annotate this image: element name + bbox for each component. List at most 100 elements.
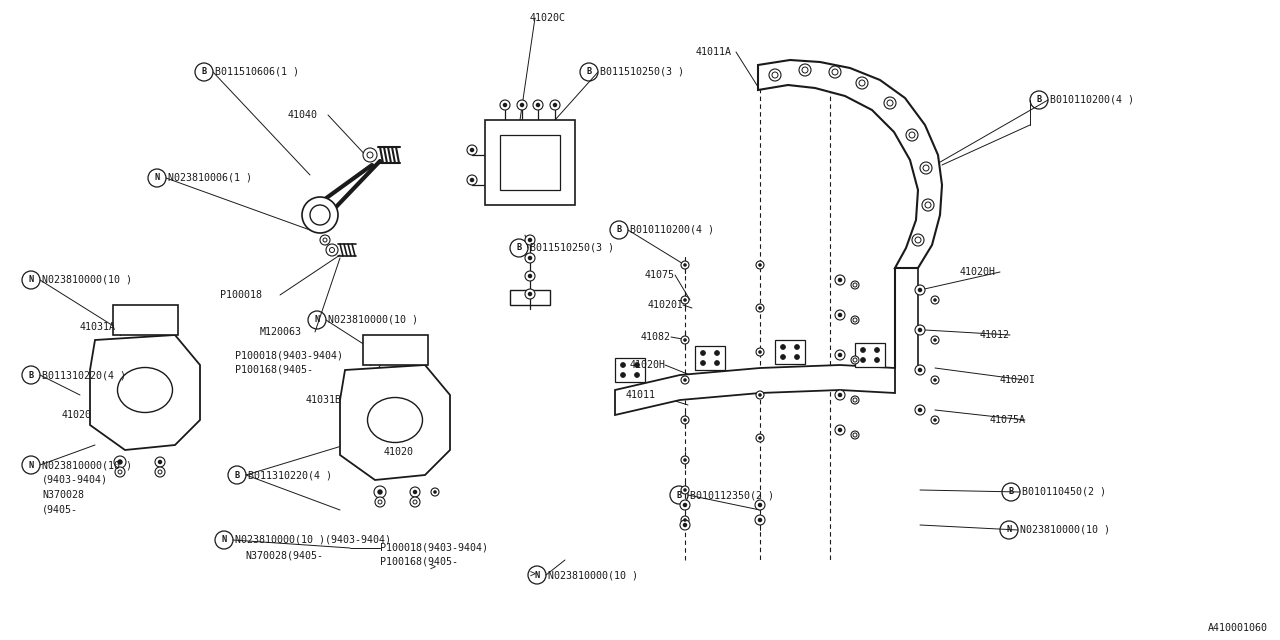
- Circle shape: [758, 350, 762, 354]
- Text: B011310220(4 ): B011310220(4 ): [42, 370, 125, 380]
- Text: N370028(9405-: N370028(9405-: [244, 550, 323, 560]
- Circle shape: [467, 145, 477, 155]
- Circle shape: [375, 497, 385, 507]
- Circle shape: [681, 486, 689, 494]
- Circle shape: [684, 338, 687, 342]
- Circle shape: [527, 256, 532, 260]
- Circle shape: [714, 351, 719, 355]
- Circle shape: [835, 425, 845, 435]
- Ellipse shape: [118, 367, 173, 413]
- Circle shape: [155, 467, 165, 477]
- Circle shape: [906, 129, 918, 141]
- Text: B: B: [28, 371, 33, 380]
- Text: A410001060: A410001060: [1208, 623, 1268, 633]
- Text: N023810000(10 ): N023810000(10 ): [42, 275, 132, 285]
- Circle shape: [527, 237, 532, 243]
- Text: B010112350(2 ): B010112350(2 ): [690, 490, 774, 500]
- Circle shape: [852, 433, 858, 437]
- Text: (9405-: (9405-: [42, 505, 78, 515]
- Circle shape: [536, 103, 540, 108]
- Text: N023810000(10 ): N023810000(10 ): [328, 315, 419, 325]
- Circle shape: [851, 356, 859, 364]
- Circle shape: [756, 304, 764, 312]
- Circle shape: [525, 253, 535, 263]
- Circle shape: [852, 283, 858, 287]
- Circle shape: [835, 390, 845, 400]
- Ellipse shape: [367, 397, 422, 442]
- Circle shape: [859, 80, 865, 86]
- Text: B: B: [1009, 488, 1014, 497]
- Circle shape: [829, 66, 841, 78]
- Circle shape: [157, 460, 163, 464]
- Circle shape: [923, 165, 929, 171]
- Circle shape: [915, 325, 925, 335]
- Circle shape: [884, 97, 896, 109]
- Text: B: B: [201, 67, 206, 77]
- Circle shape: [320, 235, 330, 245]
- Circle shape: [412, 490, 417, 494]
- Text: P100018: P100018: [220, 290, 262, 300]
- Bar: [695, 346, 724, 370]
- Circle shape: [851, 281, 859, 289]
- Circle shape: [681, 261, 689, 269]
- Text: 41020: 41020: [384, 447, 413, 457]
- Text: 41020H: 41020H: [630, 360, 666, 370]
- Circle shape: [781, 355, 786, 360]
- Circle shape: [922, 199, 934, 211]
- Circle shape: [550, 100, 561, 110]
- Circle shape: [323, 238, 326, 242]
- Circle shape: [799, 64, 812, 76]
- Circle shape: [527, 292, 532, 296]
- Circle shape: [525, 271, 535, 281]
- Text: N: N: [1006, 525, 1011, 534]
- Circle shape: [931, 416, 940, 424]
- Circle shape: [553, 103, 557, 108]
- Polygon shape: [340, 365, 451, 480]
- Circle shape: [918, 408, 923, 412]
- Circle shape: [682, 523, 687, 527]
- Circle shape: [118, 460, 123, 465]
- Circle shape: [756, 434, 764, 442]
- Text: 41082: 41082: [641, 332, 671, 342]
- Circle shape: [758, 503, 763, 508]
- Text: B: B: [516, 243, 522, 253]
- Text: (9403-9404): (9403-9404): [42, 475, 108, 485]
- Circle shape: [118, 470, 122, 474]
- Text: >: >: [530, 570, 536, 580]
- Circle shape: [525, 235, 535, 245]
- Circle shape: [532, 100, 543, 110]
- Circle shape: [364, 148, 378, 162]
- Circle shape: [329, 248, 334, 253]
- Circle shape: [837, 278, 842, 282]
- Bar: [509, 290, 550, 305]
- Text: P100018(9403-9404): P100018(9403-9404): [236, 350, 343, 360]
- Circle shape: [837, 428, 842, 432]
- Circle shape: [915, 237, 922, 243]
- Text: 41075A: 41075A: [989, 415, 1027, 425]
- Circle shape: [837, 393, 842, 397]
- Text: 41040: 41040: [288, 110, 317, 120]
- Circle shape: [915, 405, 925, 415]
- Text: B011510606(1 ): B011510606(1 ): [215, 67, 300, 77]
- Circle shape: [635, 372, 640, 378]
- Bar: [500, 135, 561, 190]
- Text: B010110200(4 ): B010110200(4 ): [1050, 95, 1134, 105]
- Circle shape: [684, 298, 687, 302]
- Circle shape: [155, 457, 165, 467]
- Circle shape: [803, 67, 808, 73]
- Circle shape: [758, 518, 763, 522]
- Text: B010110200(4 ): B010110200(4 ): [630, 225, 714, 235]
- Circle shape: [635, 362, 640, 367]
- Text: N: N: [315, 316, 320, 324]
- Text: 41020H: 41020H: [960, 267, 996, 277]
- Text: N023810000(10 ): N023810000(10 ): [42, 460, 132, 470]
- Circle shape: [832, 69, 838, 75]
- Circle shape: [933, 378, 937, 382]
- Text: B: B: [586, 67, 591, 77]
- Text: N370028: N370028: [42, 490, 84, 500]
- Circle shape: [503, 103, 507, 108]
- Circle shape: [431, 488, 439, 496]
- Circle shape: [310, 205, 330, 225]
- Text: P100018(9403-9404): P100018(9403-9404): [380, 543, 488, 553]
- Circle shape: [621, 372, 626, 378]
